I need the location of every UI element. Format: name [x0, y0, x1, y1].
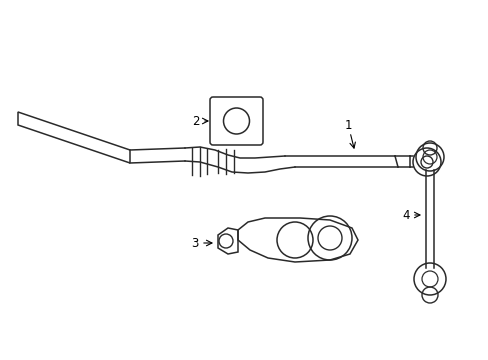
Text: 3: 3: [191, 237, 198, 249]
Text: 1: 1: [344, 118, 351, 131]
Text: 4: 4: [402, 208, 409, 221]
Text: 2: 2: [192, 114, 199, 127]
